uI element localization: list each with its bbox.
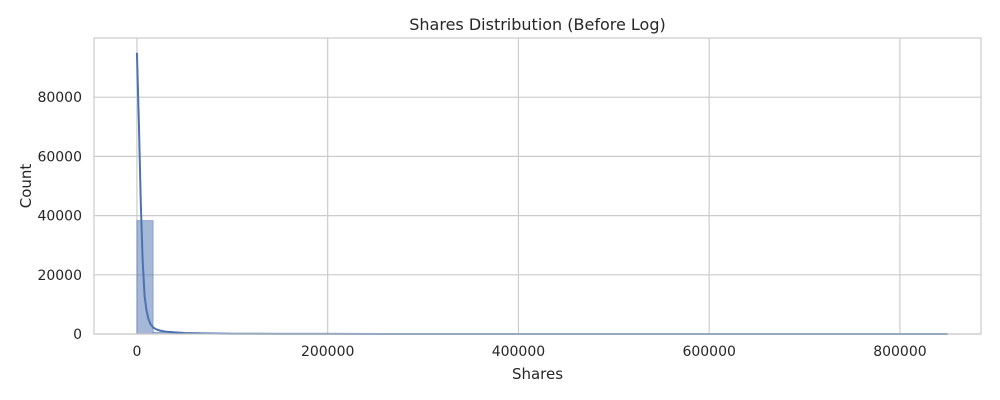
plot-frame <box>93 37 982 335</box>
y-tick-label: 20000 <box>37 268 82 284</box>
x-tick-label: 200000 <box>301 344 354 360</box>
y-axis-title: Count <box>17 164 35 209</box>
x-tick-label: 600000 <box>682 344 735 360</box>
y-tick-labels: 0 20000 40000 60000 80000 <box>37 90 82 343</box>
x-axis-title: Shares <box>512 365 563 383</box>
y-tick-label: 40000 <box>37 209 82 225</box>
x-tick-label: 800000 <box>873 344 926 360</box>
y-tick-label: 0 <box>73 327 82 343</box>
y-tick-label: 80000 <box>37 90 82 106</box>
plot-area <box>94 38 981 334</box>
y-tick-label: 60000 <box>37 149 82 165</box>
chart-title: Shares Distribution (Before Log) <box>409 15 665 34</box>
x-tick-label: 400000 <box>492 344 545 360</box>
x-tick-label: 0 <box>132 344 141 360</box>
histogram-bar <box>136 220 154 335</box>
x-tick-labels: 0 200000 400000 600000 800000 <box>132 344 926 360</box>
